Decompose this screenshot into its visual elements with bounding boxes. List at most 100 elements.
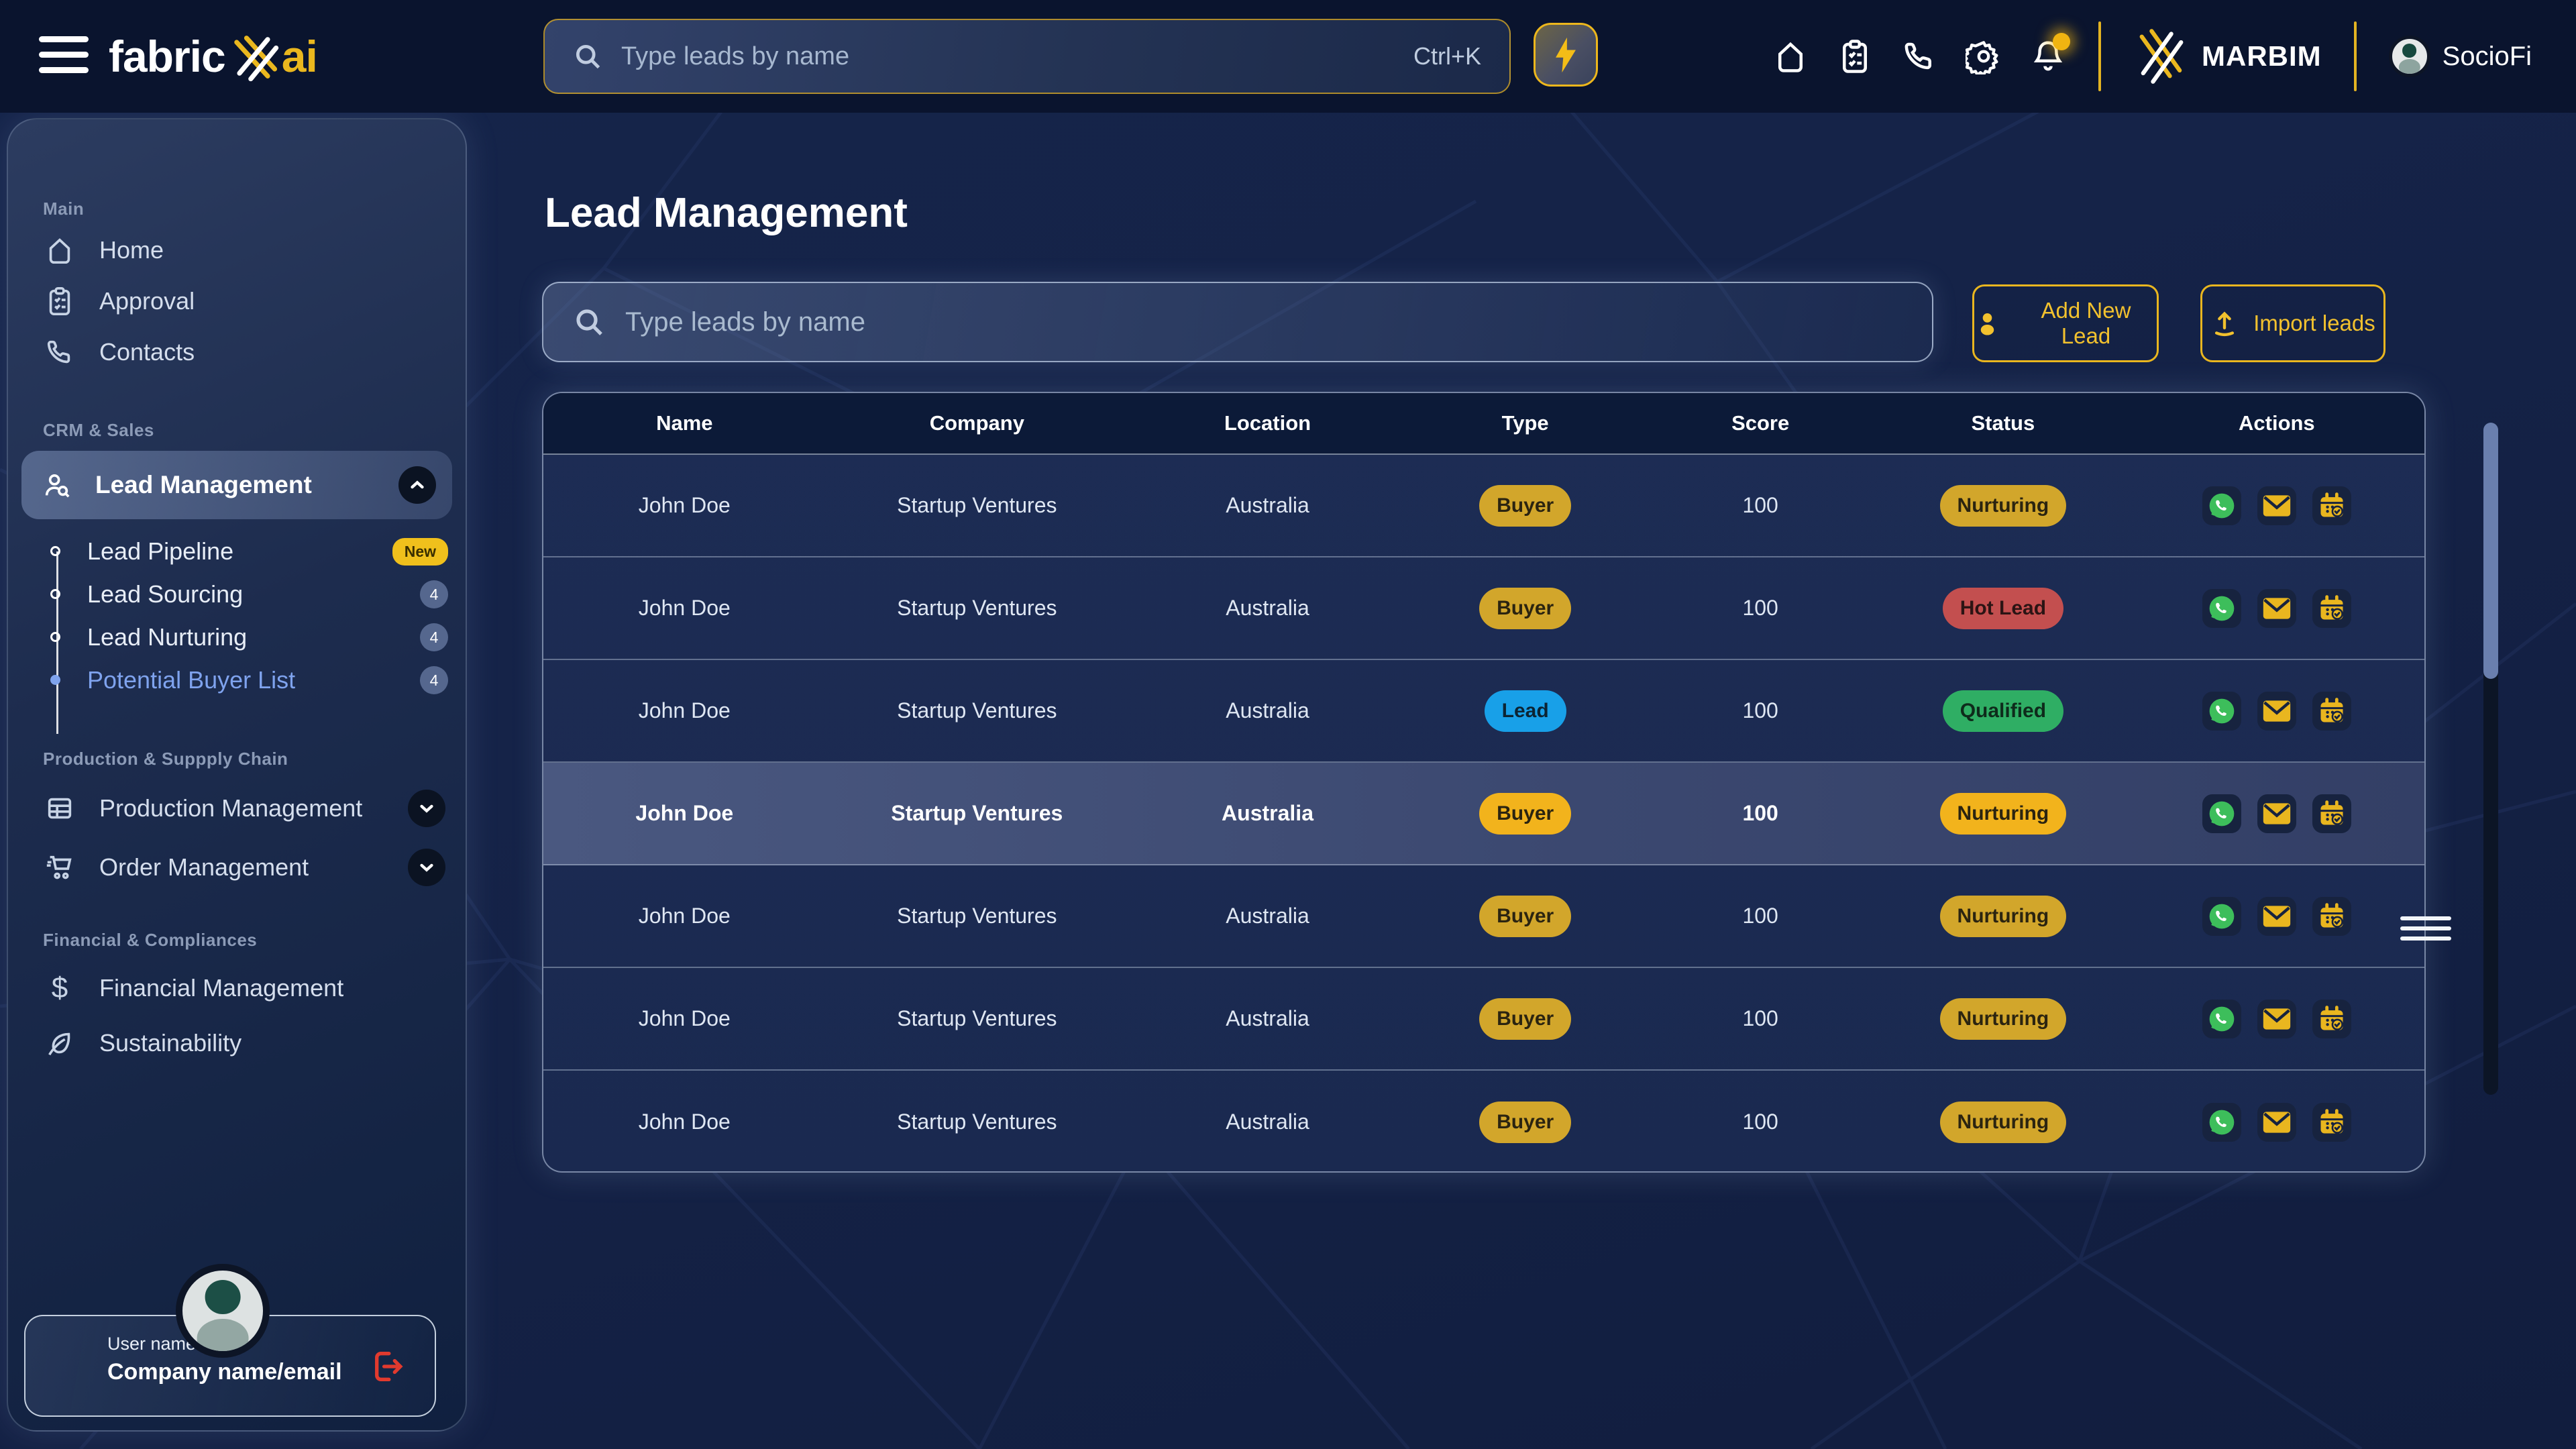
vertical-scrollbar-track[interactable] <box>2483 423 2498 1095</box>
email-action-button[interactable] <box>2257 1102 2296 1142</box>
whatsapp-action-button[interactable] <box>2202 999 2241 1038</box>
column-header-company: Company <box>929 411 1024 435</box>
sidebar-item-contacts[interactable]: Contacts <box>35 326 445 378</box>
sidebar-item-label: Financial Management <box>99 974 344 1002</box>
whatsapp-action-button[interactable] <box>2202 1102 2241 1142</box>
expand-chevron-down[interactable] <box>408 790 445 827</box>
cell-location: Australia <box>1226 1006 1309 1030</box>
settings-icon[interactable] <box>1966 38 2002 74</box>
status-badge: Nurturing <box>1939 792 2067 835</box>
table-drag-handle[interactable] <box>2400 916 2451 941</box>
email-action-button[interactable] <box>2257 999 2296 1038</box>
lightning-icon <box>1556 37 1576 72</box>
table-row[interactable]: John Doe Startup Ventures Australia Buye… <box>543 968 2424 1071</box>
schedule-action-button[interactable] <box>2312 896 2351 936</box>
logout-icon[interactable] <box>366 1347 405 1386</box>
table-row[interactable]: John Doe Startup Ventures Australia Lead… <box>543 660 2424 763</box>
top-navigation-bar: fabric ai Ctrl+K <box>0 0 2576 113</box>
whatsapp-action-button[interactable] <box>2202 794 2241 833</box>
topbar-right-cluster: MARBIM SocioFi <box>1772 0 2532 113</box>
row-actions <box>2129 896 2424 936</box>
chevron-up-icon <box>411 480 424 489</box>
row-actions <box>2129 691 2424 731</box>
email-action-button[interactable] <box>2257 691 2296 731</box>
sidebar-item-label: Lead Sourcing <box>87 580 244 608</box>
import-leads-button[interactable]: Import leads <box>2200 284 2385 362</box>
sidebar-item-approval[interactable]: Approval <box>35 275 445 327</box>
sidebar-item-label: Sustainability <box>99 1029 242 1057</box>
count-badge: 4 <box>420 666 448 694</box>
menu-icon[interactable] <box>39 36 89 73</box>
sidebar-item-label: Contacts <box>99 338 195 366</box>
add-user-icon <box>1980 313 1994 335</box>
email-action-button[interactable] <box>2257 486 2296 525</box>
user-menu[interactable]: SocioFi <box>2388 36 2532 77</box>
row-actions <box>2129 486 2424 525</box>
sidebar-item-potential-buyer-list[interactable]: Potential Buyer List 4 <box>50 659 448 702</box>
calendar-check-icon <box>2320 594 2343 620</box>
divider <box>2098 21 2101 91</box>
sidebar-item-home[interactable]: Home <box>35 224 445 276</box>
sidebar-item-financial-management[interactable]: $ Financial Management <box>35 962 445 1014</box>
schedule-action-button[interactable] <box>2312 486 2351 525</box>
notifications-bell[interactable] <box>2030 33 2070 74</box>
email-action-button[interactable] <box>2257 896 2296 936</box>
cell-location: Australia <box>1226 698 1309 722</box>
type-badge: Lead <box>1484 690 1566 732</box>
schedule-action-button[interactable] <box>2312 588 2351 628</box>
calendar-check-icon <box>2320 902 2343 928</box>
expand-chevron-down[interactable] <box>408 849 445 886</box>
notification-dot <box>2053 33 2070 50</box>
type-badge: Buyer <box>1479 895 1572 937</box>
whatsapp-action-button[interactable] <box>2202 588 2241 628</box>
whatsapp-action-button[interactable] <box>2202 691 2241 731</box>
table-row[interactable]: John Doe Startup Ventures Australia Buye… <box>543 865 2424 968</box>
sidebar-item-label: Lead Nurturing <box>87 623 248 651</box>
quick-actions-button[interactable] <box>1534 23 1598 87</box>
sidebar-item-lead-sourcing[interactable]: Lead Sourcing 4 <box>50 573 448 616</box>
sidebar-item-label: Order Management <box>99 853 309 881</box>
whatsapp-action-button[interactable] <box>2202 486 2241 525</box>
sidebar-item-production-management[interactable]: Production Management <box>35 782 445 835</box>
collapse-chevron-up[interactable] <box>398 466 436 504</box>
page-title: Lead Management <box>545 190 908 236</box>
schedule-action-button[interactable] <box>2312 794 2351 833</box>
sidebar-user-card[interactable]: User name Company name/email <box>24 1315 436 1417</box>
cell-name: John Doe <box>638 698 731 722</box>
sidebar-item-lead-management[interactable]: Lead Management <box>21 451 452 519</box>
cell-company: Startup Ventures <box>897 698 1057 722</box>
sidebar-item-lead-nurturing[interactable]: Lead Nurturing 4 <box>50 616 448 659</box>
schedule-action-button[interactable] <box>2312 1102 2351 1142</box>
schedule-action-button[interactable] <box>2312 691 2351 731</box>
tasks-icon[interactable] <box>1837 38 1873 74</box>
email-action-button[interactable] <box>2257 794 2296 833</box>
table-header: Name Company Location Type Score Status … <box>543 393 2424 455</box>
vertical-scrollbar-thumb[interactable] <box>2483 423 2498 679</box>
cell-name: John Doe <box>638 493 731 517</box>
global-search-input[interactable] <box>621 42 1395 71</box>
sidebar-item-order-management[interactable]: Order Management <box>35 841 445 894</box>
whatsapp-action-button[interactable] <box>2202 896 2241 936</box>
org-switcher[interactable]: MARBIM <box>2133 25 2322 87</box>
add-new-lead-button[interactable]: Add New Lead <box>1972 284 2159 362</box>
approval-icon <box>49 287 70 315</box>
sidebar-user-avatar <box>176 1264 270 1358</box>
row-actions <box>2129 588 2424 628</box>
brand-logo[interactable]: fabric ai <box>109 23 318 90</box>
phone-icon[interactable] <box>1901 38 1937 74</box>
table-row[interactable]: John Doe Startup Ventures Australia Buye… <box>543 455 2424 557</box>
email-action-button[interactable] <box>2257 588 2296 628</box>
calendar-check-icon <box>2320 492 2343 517</box>
schedule-action-button[interactable] <box>2312 999 2351 1038</box>
leads-search-input[interactable] <box>625 307 1902 337</box>
sidebar-item-lead-pipeline[interactable]: Lead Pipeline New <box>50 530 448 573</box>
cell-company: Startup Ventures <box>897 1006 1057 1030</box>
table-row[interactable]: John Doe Startup Ventures Australia Buye… <box>543 1071 2424 1171</box>
whatsapp-icon <box>2209 904 2235 928</box>
email-icon <box>2263 1111 2291 1133</box>
sidebar-item-sustainability[interactable]: Sustainability <box>35 1017 445 1069</box>
table-row[interactable]: John Doe Startup Ventures Australia Buye… <box>543 763 2424 865</box>
home-icon[interactable] <box>1772 38 1809 74</box>
table-row[interactable]: John Doe Startup Ventures Australia Buye… <box>543 557 2424 660</box>
tree-bullet <box>50 632 60 642</box>
